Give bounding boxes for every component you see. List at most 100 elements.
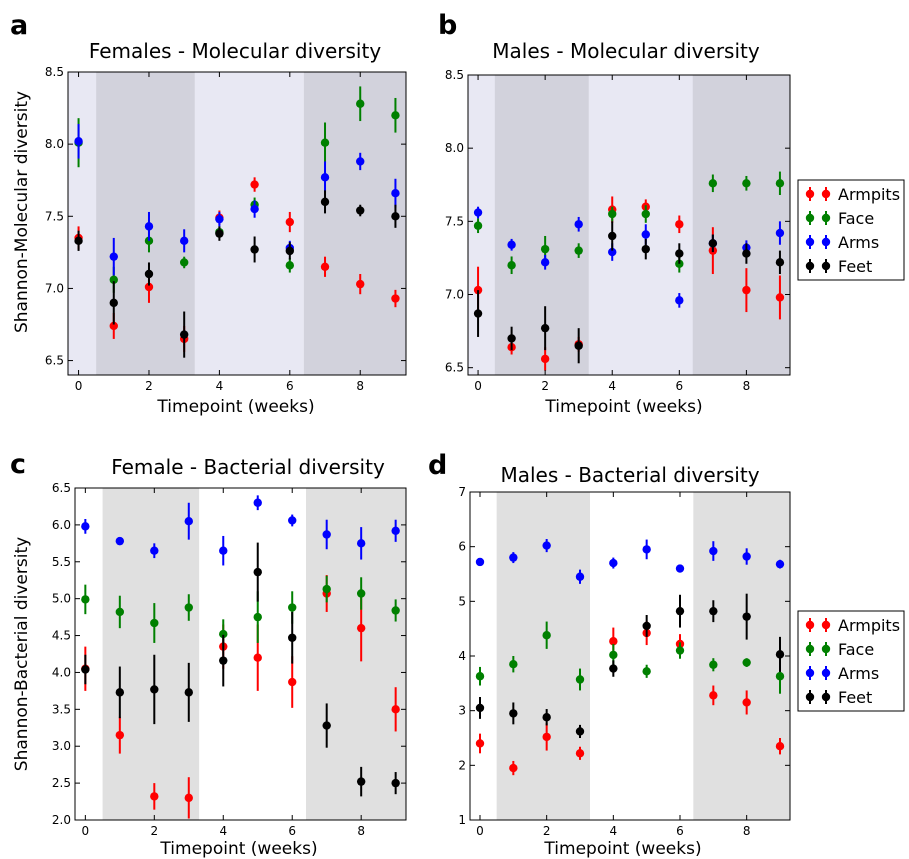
- data-point: [109, 298, 118, 308]
- data-point: [642, 621, 651, 631]
- data-point: [509, 553, 518, 562]
- data-point: [742, 249, 751, 258]
- data-point: [775, 559, 785, 569]
- data-point: [115, 730, 125, 740]
- y-tick-label: 2.5: [52, 776, 71, 790]
- data-point: [356, 589, 366, 598]
- data-point: [285, 217, 295, 227]
- x-tick-label: 4: [610, 824, 618, 838]
- panel-letter-c: c: [10, 449, 26, 480]
- legend-label: Arms: [838, 233, 879, 252]
- x-tick-label: 4: [216, 379, 224, 393]
- data-point: [475, 703, 485, 713]
- y-tick-label: 1: [458, 813, 466, 827]
- y-tick-label: 3.0: [52, 739, 71, 753]
- data-point: [144, 269, 154, 279]
- y-tick-label: 2.0: [52, 813, 71, 827]
- data-point: [184, 517, 193, 526]
- data-point: [356, 99, 365, 108]
- legend-marker: [821, 644, 831, 654]
- data-point: [475, 672, 485, 681]
- y-tick-label: 7.0: [445, 288, 464, 302]
- data-point: [184, 603, 193, 612]
- data-point: [215, 214, 224, 224]
- panel-d: d Males - Bacterial diversity Timepoint …: [428, 450, 791, 859]
- data-point: [288, 516, 297, 525]
- data-point: [742, 658, 751, 667]
- x-tick-label: 2: [150, 824, 158, 838]
- legend-marker: [821, 213, 831, 223]
- series-arms: [473, 206, 785, 308]
- data-point: [709, 546, 718, 556]
- data-point: [356, 206, 365, 215]
- data-point: [775, 293, 785, 302]
- data-point: [356, 539, 366, 548]
- shaded-period: [306, 488, 406, 820]
- data-point: [81, 595, 90, 604]
- data-point: [608, 209, 617, 219]
- data-point: [575, 675, 585, 684]
- series-feet: [473, 221, 785, 364]
- data-point: [391, 705, 400, 714]
- data-point: [391, 189, 400, 198]
- data-point: [150, 618, 159, 628]
- x-tick-label: 4: [608, 379, 616, 393]
- data-point: [709, 691, 718, 700]
- x-tick-label: 2: [543, 824, 551, 838]
- data-point: [675, 606, 685, 616]
- data-point: [509, 709, 518, 718]
- plot-area-d: 0 2 4 6 8 1 2 3 4 5 6 7: [458, 485, 791, 838]
- y-tick-label: 2: [458, 758, 466, 772]
- data-point: [609, 558, 618, 568]
- data-point: [322, 530, 331, 539]
- data-point: [109, 321, 118, 331]
- data-point: [709, 660, 718, 669]
- data-point: [575, 572, 585, 581]
- legend-label: Armpits: [838, 185, 900, 204]
- data-point: [179, 258, 189, 267]
- data-point: [609, 637, 618, 646]
- data-point: [253, 653, 262, 662]
- legend-bottom: Armpits Face Arms Feet: [797, 610, 905, 712]
- series-feet: [74, 190, 400, 358]
- legend-label: Face: [838, 209, 874, 228]
- data-point: [320, 173, 330, 182]
- legend-frame-bottom: [797, 610, 905, 712]
- data-point: [775, 650, 785, 659]
- legend-marker: [821, 261, 831, 271]
- y-tick-label: 5: [458, 594, 466, 608]
- data-point: [320, 197, 330, 207]
- data-point: [507, 240, 516, 249]
- data-point: [391, 212, 400, 221]
- data-point: [775, 742, 785, 751]
- data-point: [356, 777, 366, 786]
- y-tick-label: 6: [458, 540, 466, 554]
- series-armpits: [475, 621, 785, 776]
- legend-marker: [805, 692, 815, 702]
- data-point: [507, 334, 516, 343]
- shaded-period: [693, 492, 790, 820]
- x-tick-label: 0: [75, 379, 83, 393]
- legend-label: Arms: [838, 664, 879, 683]
- data-point: [540, 258, 550, 267]
- series-arms: [81, 495, 400, 566]
- data-point: [574, 341, 583, 350]
- data-point: [391, 111, 400, 120]
- series-arms: [475, 539, 785, 584]
- y-tick-label: 6.5: [445, 361, 464, 375]
- series-face: [81, 575, 400, 649]
- data-point: [775, 258, 785, 267]
- data-point: [641, 209, 650, 219]
- y-tick-label: 6.5: [52, 481, 71, 495]
- series-feet: [475, 593, 785, 738]
- data-point: [150, 546, 159, 555]
- legend-marker: [821, 189, 831, 199]
- data-point: [708, 239, 718, 248]
- y-tick-label: 7: [458, 485, 466, 499]
- data-point: [285, 246, 295, 256]
- legend-top: Armpits Face Arms Feet: [797, 179, 905, 281]
- legend-item-arms: Arms: [805, 664, 879, 683]
- data-point: [115, 607, 125, 617]
- x-tick-label: 6: [288, 824, 296, 838]
- data-point: [219, 629, 228, 639]
